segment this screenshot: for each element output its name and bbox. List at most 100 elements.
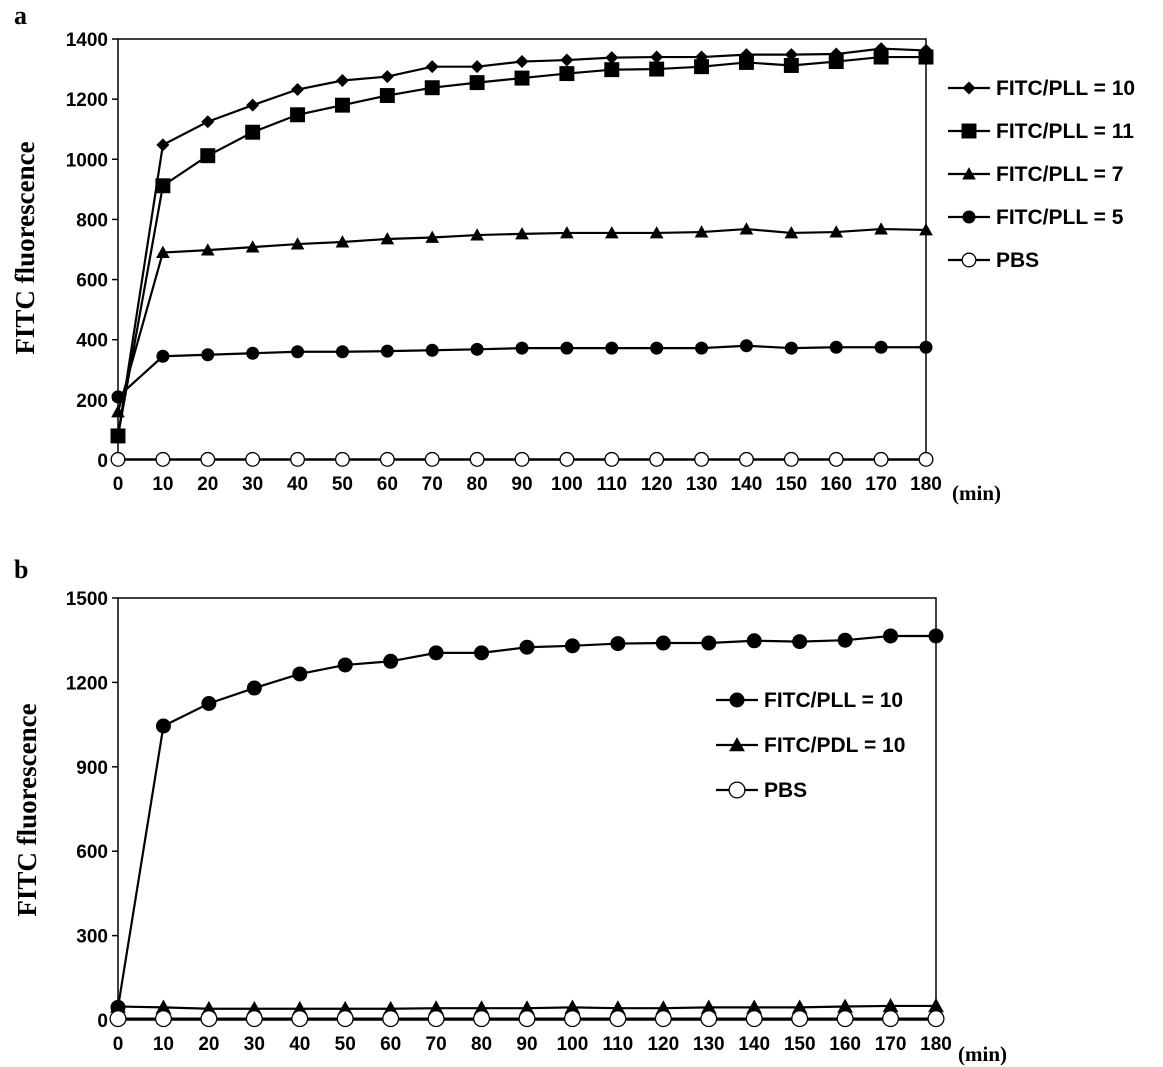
data-point bbox=[610, 1000, 626, 1015]
data-point bbox=[649, 451, 665, 467]
y-tick-label: 300 bbox=[76, 927, 108, 948]
x-tick-label: 100 bbox=[557, 1034, 589, 1055]
x-tick-label: 70 bbox=[422, 474, 443, 495]
data-point bbox=[382, 1010, 400, 1028]
data-point bbox=[470, 60, 484, 74]
series-3 bbox=[109, 1010, 945, 1028]
x-ticks: 0 10 20 30 40 50 60 70 80 90 100 110 120 130 140 150 160… bbox=[113, 460, 942, 495]
x-tick-label: 120 bbox=[641, 474, 673, 495]
legend-marker bbox=[729, 692, 745, 708]
data-point bbox=[245, 124, 261, 140]
legend-label: FITC/PLL = 11 bbox=[996, 120, 1134, 143]
x-tick-label: 120 bbox=[647, 1034, 679, 1055]
data-point bbox=[200, 148, 216, 164]
data-point bbox=[784, 341, 798, 355]
y-axis-label: FITC fluorescence bbox=[10, 141, 40, 354]
data-point bbox=[874, 222, 888, 235]
legend-label: PBS bbox=[764, 779, 807, 802]
data-point bbox=[155, 451, 171, 467]
y-tick-label: 1200 bbox=[66, 673, 108, 694]
x-tick-label: 170 bbox=[875, 1034, 907, 1055]
data-point bbox=[654, 1010, 672, 1028]
y-tick-label: 1400 bbox=[66, 30, 108, 51]
data-point bbox=[380, 232, 395, 245]
data-point bbox=[245, 1010, 263, 1028]
panel-letter: a bbox=[14, 1, 27, 30]
y-tick-label: 1000 bbox=[66, 150, 108, 171]
data-point bbox=[470, 228, 484, 241]
series-2 bbox=[110, 49, 934, 444]
data-point bbox=[292, 666, 308, 682]
data-point bbox=[154, 1010, 172, 1028]
data-point bbox=[564, 638, 580, 654]
data-point bbox=[291, 345, 305, 359]
x-tick-label: 10 bbox=[153, 1034, 174, 1055]
data-point bbox=[609, 1010, 627, 1028]
legend-label: FITC/PLL = 10 bbox=[764, 689, 903, 712]
data-point bbox=[874, 340, 888, 354]
data-point bbox=[649, 61, 665, 77]
data-point bbox=[428, 645, 444, 661]
data-point bbox=[334, 97, 350, 113]
data-point bbox=[918, 49, 934, 65]
y-tick-label: 900 bbox=[76, 758, 108, 779]
legend-label: PBS bbox=[996, 249, 1039, 272]
data-point bbox=[791, 1010, 809, 1028]
legend-item: FITC/PLL = 10 bbox=[716, 689, 903, 712]
series-line bbox=[116, 47, 927, 437]
data-point bbox=[559, 66, 575, 82]
y-tick-label: 200 bbox=[76, 391, 108, 412]
data-point bbox=[700, 1010, 718, 1028]
data-point bbox=[336, 1010, 354, 1028]
data-point bbox=[882, 998, 899, 1013]
data-point bbox=[335, 345, 349, 359]
data-point bbox=[379, 88, 395, 104]
data-point bbox=[246, 346, 260, 360]
legend-label: FITC/PLL = 10 bbox=[996, 77, 1135, 100]
data-point bbox=[111, 405, 125, 418]
data-point bbox=[291, 83, 305, 97]
legend-marker bbox=[962, 81, 976, 95]
x-tick-label: 50 bbox=[335, 1034, 356, 1055]
x-tick-label: 150 bbox=[784, 1034, 816, 1055]
legend-marker bbox=[961, 123, 977, 139]
x-tick-label: 100 bbox=[551, 474, 583, 495]
data-point bbox=[110, 998, 126, 1013]
data-point bbox=[111, 390, 125, 404]
y-tick-label: 400 bbox=[76, 331, 108, 352]
y-tick-label: 1500 bbox=[66, 589, 108, 610]
data-point bbox=[201, 348, 215, 362]
data-point bbox=[829, 225, 844, 238]
data-point bbox=[155, 718, 171, 734]
x-tick-label: 150 bbox=[775, 474, 807, 495]
legend-marker bbox=[961, 252, 977, 268]
data-point bbox=[200, 451, 216, 467]
data-point bbox=[604, 451, 620, 467]
data-point bbox=[650, 341, 664, 355]
data-point bbox=[335, 73, 349, 87]
data-point bbox=[694, 225, 709, 238]
data-point bbox=[791, 999, 808, 1014]
y-ticks: 0 200 400 600 800 1000 1200 1400 bbox=[66, 30, 118, 472]
data-point bbox=[873, 49, 889, 65]
x-tick-label: 170 bbox=[865, 474, 897, 495]
data-point bbox=[559, 451, 575, 467]
data-point bbox=[828, 54, 844, 70]
x-tick-label: 180 bbox=[920, 1034, 952, 1055]
x-tick-label: 80 bbox=[471, 1034, 492, 1055]
series-line bbox=[116, 55, 926, 437]
x-tick-label: 60 bbox=[380, 1034, 401, 1055]
data-point bbox=[918, 451, 934, 467]
data-point bbox=[246, 680, 262, 696]
legend-item: FITC/PDL = 10 bbox=[716, 734, 905, 757]
x-tick-label: 130 bbox=[686, 474, 718, 495]
x-tick-label: 110 bbox=[603, 1034, 634, 1055]
data-point bbox=[245, 451, 261, 467]
data-point bbox=[564, 999, 581, 1014]
series-1 bbox=[111, 42, 933, 443]
data-point bbox=[919, 223, 933, 236]
x-tick-label: 20 bbox=[198, 1034, 219, 1055]
x-tick-label: 90 bbox=[511, 474, 532, 495]
data-point bbox=[380, 344, 394, 358]
